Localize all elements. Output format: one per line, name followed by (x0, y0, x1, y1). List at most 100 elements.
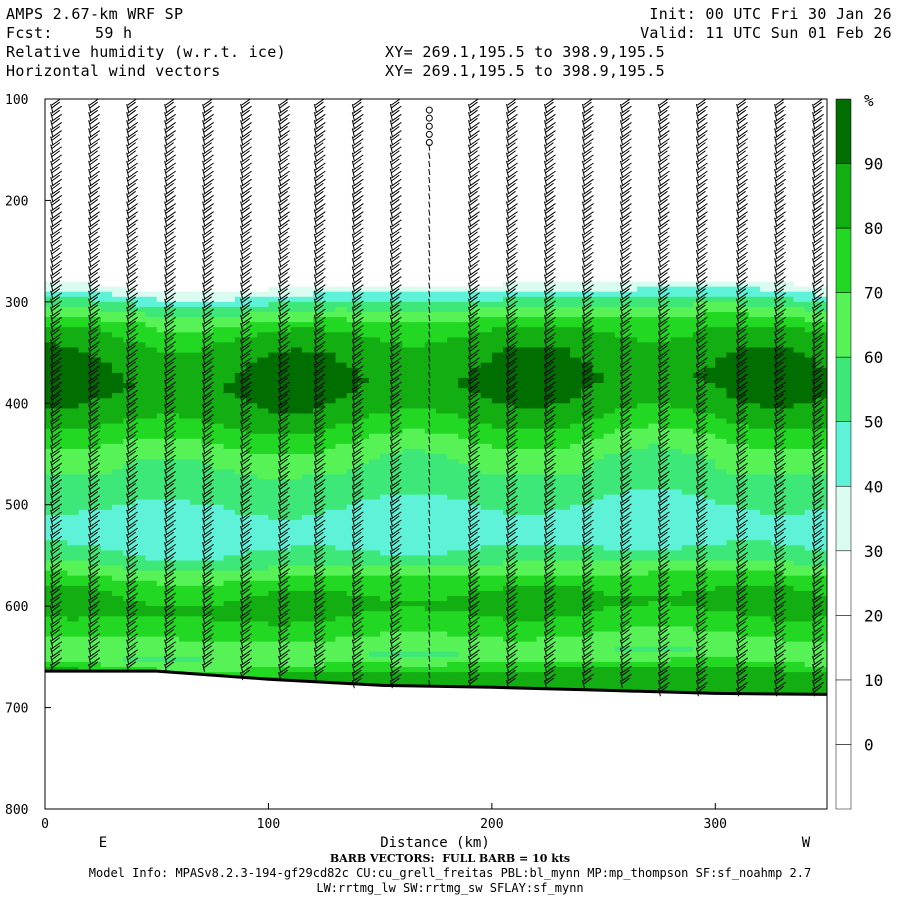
rh-cell (726, 667, 739, 673)
rh-cell (290, 631, 303, 638)
rh-cell (424, 403, 437, 409)
rh-cell (424, 312, 437, 318)
rh-cell (167, 636, 180, 643)
rh-cell (402, 464, 415, 470)
rh-cell (100, 525, 113, 531)
rh-cell (145, 327, 158, 333)
rh-cell (369, 291, 381, 298)
rh-cell (190, 448, 202, 455)
rh-cell (234, 590, 247, 597)
rh-cell (614, 530, 627, 536)
rh-cell (369, 312, 381, 318)
rh-cell (603, 291, 616, 298)
rh-cell (234, 560, 247, 567)
rh-cell (480, 661, 493, 668)
rh-cell (357, 585, 370, 592)
rh-cell (491, 438, 504, 445)
rh-cell (257, 672, 270, 678)
rh-cell (503, 281, 515, 288)
rh-cell (268, 418, 281, 425)
rh-cell (715, 342, 728, 349)
rh-cell (402, 408, 415, 415)
rh-cell (179, 535, 191, 541)
rh-cell (112, 408, 124, 415)
rh-cell (357, 560, 370, 567)
rh-cell (324, 504, 337, 511)
rh-cell (592, 621, 605, 628)
rh-cell (659, 484, 672, 491)
rh-cell (290, 342, 303, 349)
rh-cell (380, 646, 392, 653)
rh-cell (357, 337, 370, 344)
rh-cell (491, 631, 504, 638)
rh-cell (369, 372, 381, 379)
rh-cell (536, 383, 549, 389)
rh-cell (335, 585, 348, 592)
rh-cell (402, 509, 415, 516)
rh-cell (123, 601, 135, 607)
rh-cell (190, 474, 202, 480)
rh-cell (369, 601, 381, 607)
rh-cell (625, 423, 638, 430)
rh-cell (614, 393, 627, 399)
rh-cell (648, 570, 661, 577)
rh-cell (581, 372, 593, 379)
rh-cell (659, 367, 672, 374)
rh-cell (156, 504, 169, 511)
rh-cell (536, 479, 549, 486)
rh-cell (112, 626, 124, 633)
rh-cell (123, 362, 135, 369)
rh-cell (234, 585, 247, 592)
rh-cell (335, 286, 348, 293)
rh-cell (100, 327, 113, 333)
rh-cell (179, 433, 191, 440)
rh-cell (570, 383, 582, 389)
rh-cell (458, 606, 471, 612)
rh-cell (525, 525, 538, 531)
rh-cell (223, 337, 236, 344)
rh-cell (301, 428, 314, 435)
rh-cell (78, 489, 91, 496)
rh-cell (704, 393, 716, 399)
rh-cell (268, 393, 281, 399)
rh-cell (301, 626, 314, 633)
rh-cell (659, 656, 672, 663)
rh-cell (112, 606, 124, 612)
rh-cell (223, 464, 236, 470)
rh-cell (67, 403, 80, 409)
rh-cell (257, 540, 270, 546)
rh-cell (536, 641, 549, 648)
rh-cell (447, 555, 459, 562)
rh-cell (112, 464, 124, 470)
rh-cell (335, 413, 348, 420)
rh-cell (503, 372, 515, 379)
rh-cell (491, 677, 504, 683)
rh-cell (581, 641, 593, 648)
rh-cell (581, 438, 593, 445)
rh-cell (246, 347, 258, 354)
rh-cell (100, 377, 113, 384)
rh-cell (514, 585, 526, 592)
rh-cell (681, 301, 694, 308)
rh-cell (380, 575, 392, 582)
rh-cell (313, 388, 325, 394)
rh-cell (469, 454, 482, 460)
rh-cell (704, 545, 716, 551)
rh-cell (301, 443, 314, 450)
rh-cell (56, 388, 68, 394)
rh-cell (290, 479, 303, 486)
rh-cell (357, 514, 370, 521)
rh-cell (369, 454, 381, 460)
rh-cell (648, 677, 661, 683)
rh-cell (413, 677, 426, 683)
rh-cell (391, 428, 404, 435)
rh-cell (290, 372, 303, 379)
rh-cell (514, 626, 526, 633)
rh-cell (67, 580, 80, 587)
rh-cell (78, 646, 91, 653)
rh-cell (123, 479, 135, 486)
rh-cell (536, 352, 549, 359)
rh-cell (503, 443, 515, 450)
rh-cell (45, 448, 57, 455)
rh-cell (413, 413, 426, 420)
